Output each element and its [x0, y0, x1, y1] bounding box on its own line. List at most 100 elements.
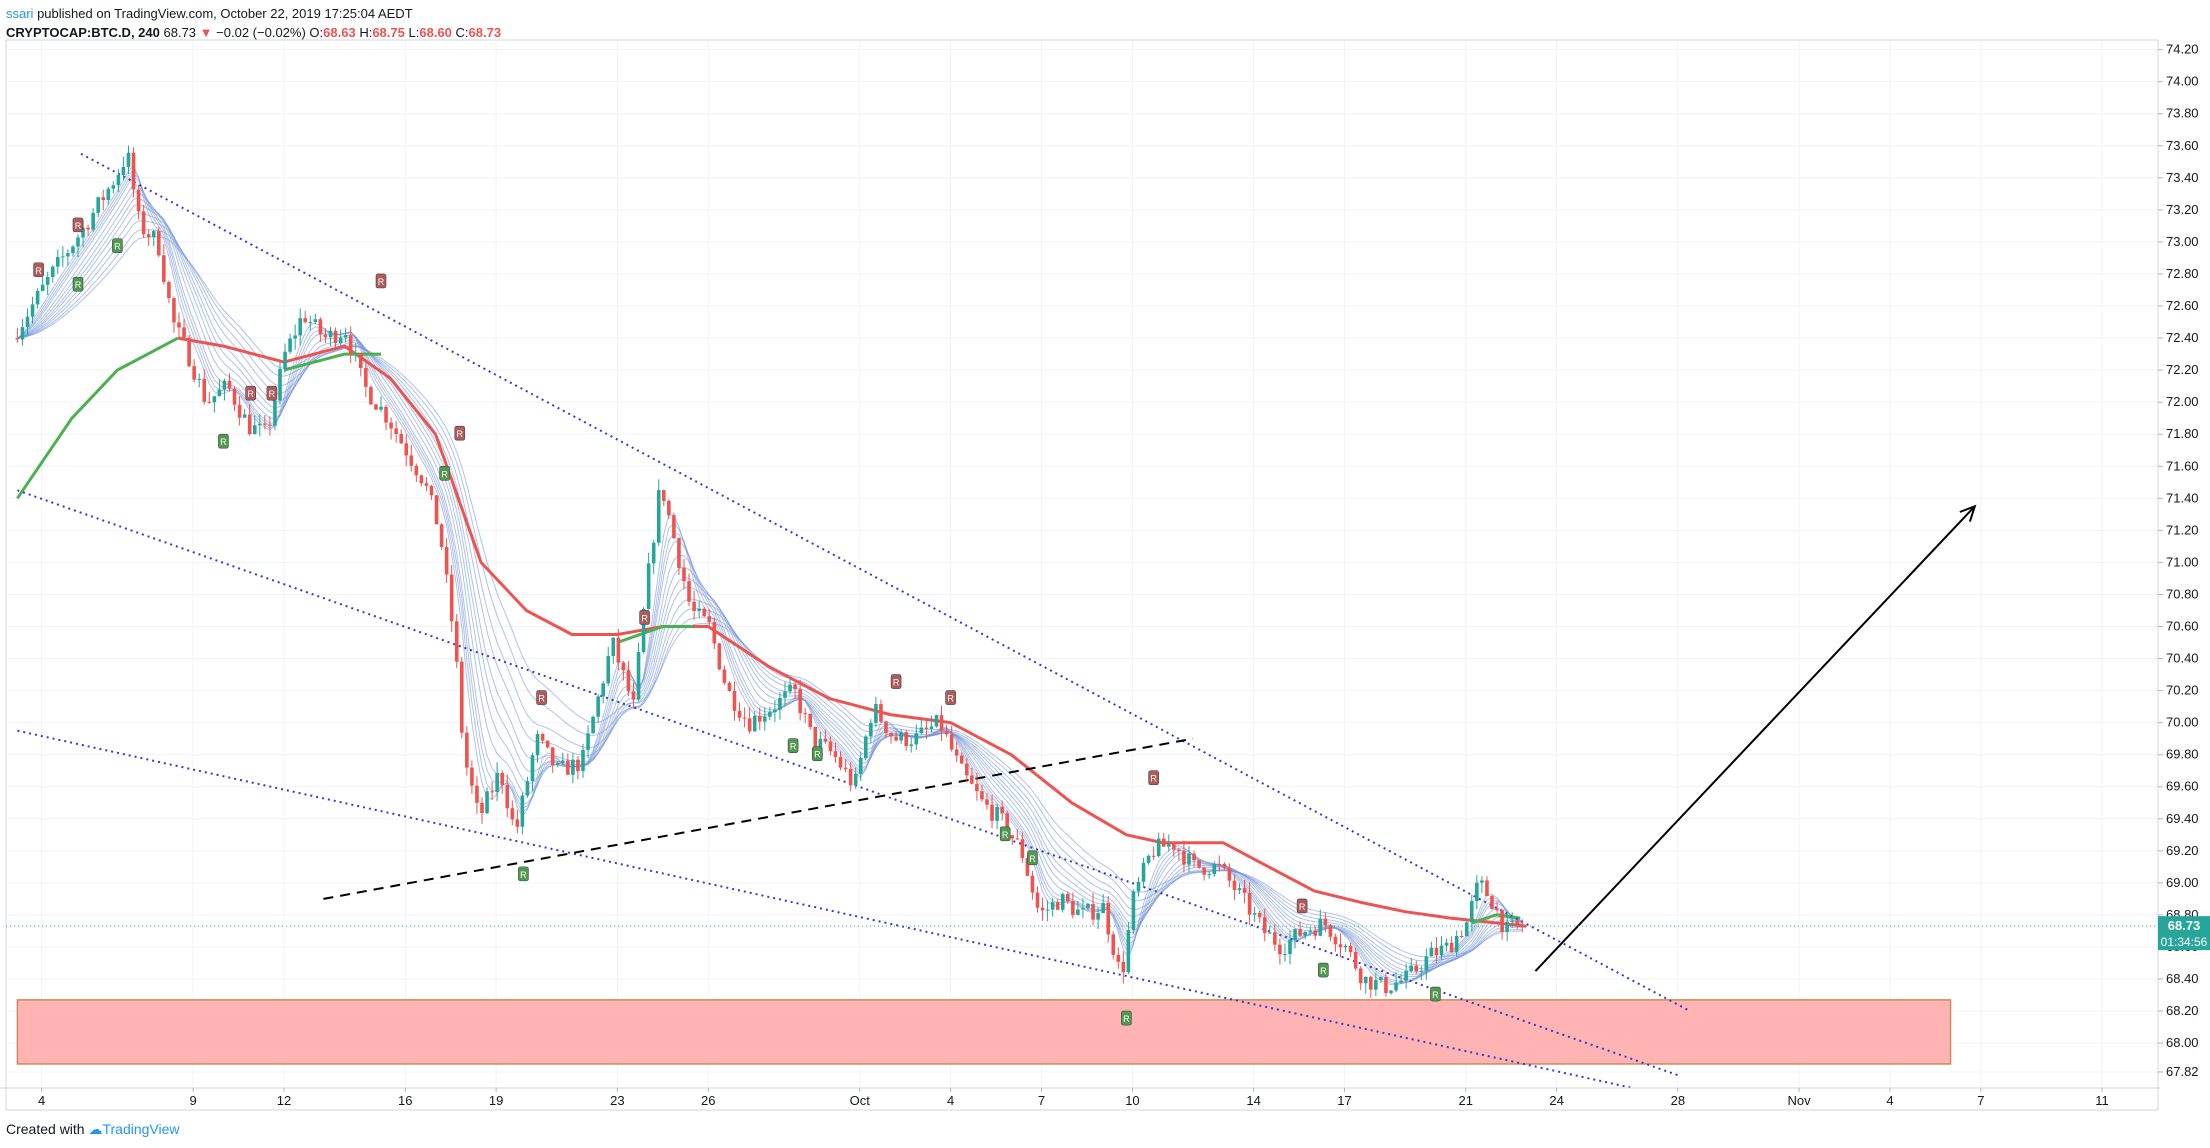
projection-arrow — [1534, 505, 1976, 972]
candle-body — [1480, 880, 1484, 883]
price-tick-label: 69.20 — [2166, 843, 2199, 858]
open-value: 68.63 — [323, 25, 356, 40]
candle-body — [1156, 838, 1161, 857]
candle-body — [1086, 903, 1090, 909]
candle-body — [101, 197, 106, 201]
price-axis[interactable]: 67.8268.0068.2068.4068.6068.8069.0069.20… — [2158, 42, 2199, 1079]
candle-body — [964, 763, 969, 776]
price-tick-label: 70.60 — [2166, 618, 2199, 633]
candle-body — [833, 751, 838, 758]
candle-body — [1060, 893, 1065, 910]
candle-body — [1338, 944, 1343, 948]
candle-body — [1384, 977, 1388, 994]
candle-body — [924, 727, 929, 729]
created-with-text: Created with — [6, 1121, 85, 1137]
tradingview-logo-icon: ☁ — [88, 1121, 103, 1137]
candle-body — [1449, 942, 1454, 953]
candle-body — [1166, 843, 1171, 847]
time-tick-label: 17 — [1337, 1093, 1351, 1108]
candle-body — [1343, 945, 1348, 948]
axes — [0, 39, 2160, 1111]
candle-body — [1151, 855, 1156, 857]
candle-body — [55, 257, 60, 267]
symbol-label[interactable]: CRYPTOCAP:BTC.D, 240 — [6, 25, 160, 40]
candle-body — [364, 367, 368, 387]
high-label: H: — [359, 25, 373, 40]
candle-body — [1273, 932, 1277, 945]
candle-body — [1510, 920, 1514, 922]
publisher-name[interactable]: ssari — [6, 6, 34, 21]
candle-body — [111, 185, 116, 189]
last-price: 68.73 — [163, 25, 197, 40]
time-tick-label: 23 — [610, 1093, 624, 1108]
candle-body — [1237, 888, 1242, 891]
candle-body — [338, 337, 343, 343]
candle-body — [449, 574, 454, 622]
ema-ribbon-line — [17, 176, 1523, 982]
price-tick-label: 69.60 — [2166, 779, 2199, 794]
candle-body — [1111, 934, 1116, 955]
candle-body — [71, 246, 75, 254]
candle-body — [1374, 980, 1378, 990]
pivot-high-marker-glyph: R — [457, 429, 464, 439]
grid — [6, 40, 2158, 1088]
candle-body — [187, 337, 191, 367]
ema-ribbon-line — [17, 164, 1523, 986]
candle-body — [151, 231, 156, 238]
pivot-high-marker-glyph: R — [538, 694, 545, 704]
candle-body — [687, 581, 691, 602]
candle-body — [172, 298, 176, 323]
pivot-low-marker — [112, 238, 123, 254]
price-tick-label: 72.80 — [2166, 266, 2199, 281]
tradingview-brand[interactable]: TradingView — [102, 1121, 180, 1137]
price-tick-label: 72.40 — [2166, 330, 2199, 345]
candle-body — [1379, 977, 1383, 981]
pivot-low-marker — [812, 746, 823, 761]
candle-body — [470, 767, 474, 786]
candle-body — [328, 330, 333, 338]
candle-body — [1485, 880, 1489, 896]
candle-body — [874, 703, 878, 723]
candle-body — [1136, 881, 1141, 892]
candle-body — [394, 428, 398, 434]
candle-body — [500, 773, 504, 785]
candle-body — [722, 669, 727, 683]
candle-body — [1257, 913, 1262, 918]
candle-body — [136, 189, 141, 212]
candle-body — [1146, 855, 1151, 863]
candle-body — [1212, 863, 1217, 875]
pivot-low-marker — [1027, 850, 1038, 866]
ema-ribbon-line — [17, 184, 1523, 980]
close-label: C: — [455, 25, 469, 40]
candle-body — [1106, 902, 1110, 935]
candle-body — [409, 455, 414, 466]
footer: Created with ☁TradingView — [6, 1121, 180, 1138]
last-price-badge — [2158, 916, 2210, 951]
candle-body — [843, 767, 848, 770]
candle-body — [682, 567, 686, 582]
pivot-high-marker — [639, 610, 650, 625]
candle-body — [96, 197, 100, 213]
time-axis[interactable]: 4 9 12 16 19 23 26 Oct 4 7 10 14 17 21 24 28 Nov 4 7 11 — [38, 1088, 2109, 1108]
candle-body — [465, 732, 469, 768]
ema-slow-green — [16, 336, 179, 500]
candle-body — [803, 713, 807, 715]
pivot-low-marker — [218, 433, 229, 449]
price-tick-label: 67.82 — [2166, 1064, 2199, 1079]
candle-body — [288, 338, 292, 352]
candle-body — [162, 255, 166, 283]
candle-body — [742, 717, 747, 719]
pivot-low-marker-glyph: R — [1002, 830, 1009, 840]
ema-ribbon-line — [17, 191, 1523, 978]
trend-lines[interactable] — [17, 152, 1977, 1089]
candle-body — [207, 401, 212, 403]
ema-ribbon-line — [17, 168, 1523, 985]
time-tick-label: 4 — [1886, 1093, 1893, 1108]
candle-body — [869, 722, 873, 737]
low-value: 68.60 — [419, 25, 452, 40]
candle-body — [1065, 893, 1070, 902]
candle-body — [348, 335, 353, 354]
candle-body — [273, 400, 277, 426]
candle-body — [424, 483, 429, 486]
